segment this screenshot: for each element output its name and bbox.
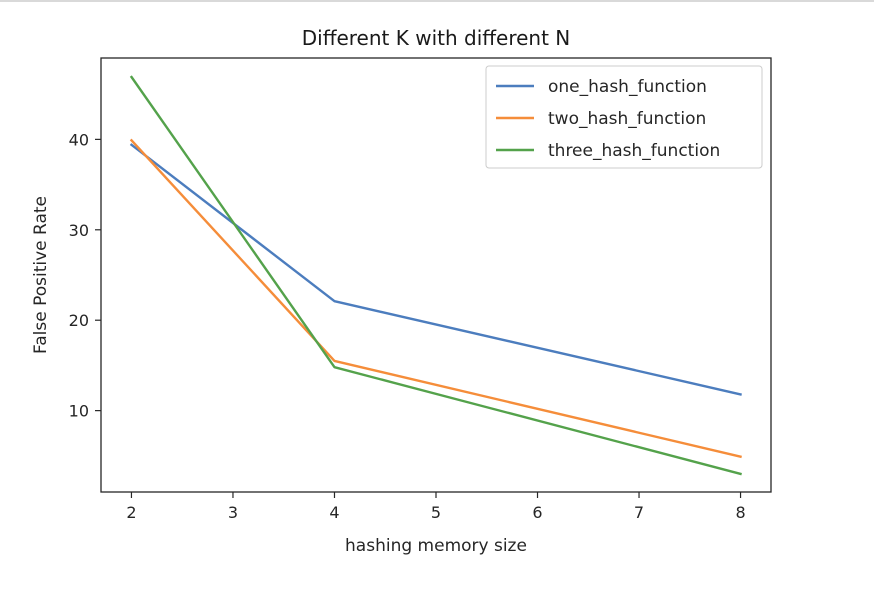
y-axis: 10 20 30 40 xyxy=(69,130,101,421)
x-axis: 2 3 4 5 6 7 8 xyxy=(126,492,746,522)
x-tick-label: 5 xyxy=(431,503,441,522)
legend-label-three-hash-function: three_hash_function xyxy=(548,141,720,161)
legend-label-two-hash-function: two_hash_function xyxy=(548,109,706,129)
x-tick-label: 2 xyxy=(126,503,136,522)
x-tick-label: 6 xyxy=(532,503,542,522)
x-tick-label: 7 xyxy=(634,503,644,522)
x-axis-label: hashing memory size xyxy=(345,536,527,556)
y-axis-label: False Positive Rate xyxy=(31,196,51,354)
y-tick-label: 40 xyxy=(69,130,89,149)
x-tick-label: 4 xyxy=(329,503,339,522)
y-tick-label: 20 xyxy=(69,311,89,330)
y-tick-label: 10 xyxy=(69,402,89,421)
legend-label-one-hash-function: one_hash_function xyxy=(548,77,707,97)
y-tick-label: 30 xyxy=(69,221,89,240)
series-line-three-hash-function xyxy=(129,75,742,476)
x-tick-label: 3 xyxy=(228,503,238,522)
legend-box xyxy=(485,65,763,169)
series-layer xyxy=(129,75,742,476)
x-tick-label: 8 xyxy=(735,503,745,522)
legend: one_hash_function two_hash_function three_… xyxy=(485,65,763,169)
series-line-one-hash-function xyxy=(129,143,742,396)
chart-title: Different K with different N xyxy=(302,26,571,50)
series-line-two-hash-function xyxy=(129,138,742,459)
